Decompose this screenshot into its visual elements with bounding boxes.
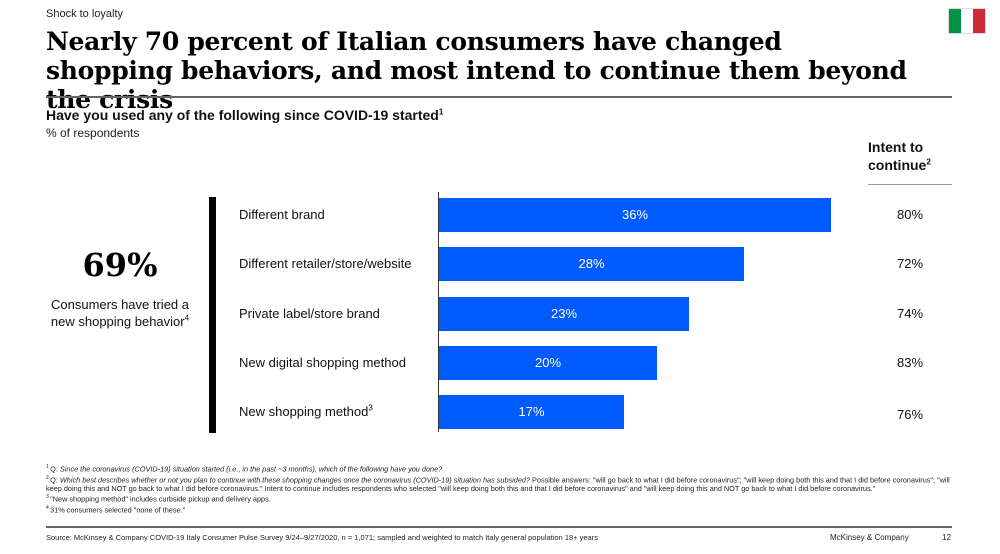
category-label-text: New digital shopping method (239, 355, 406, 370)
footnote-question: Which best describes whether or not you … (59, 475, 531, 485)
bar: 23% (439, 297, 689, 331)
category-label: Different brand (239, 205, 325, 225)
summary-caption-text: Consumers have tried a new shopping beha… (50, 297, 189, 329)
bar-value-label: 23% (550, 306, 578, 321)
bar: 36% (439, 198, 831, 232)
summary-caption: Consumers have tried a new shopping beha… (40, 296, 200, 330)
footnote-text: "New shopping method" includes curbside … (50, 494, 271, 504)
category-label-text: Different brand (239, 207, 325, 222)
footnote-item: 4 31% consumers selected "none of these.… (46, 504, 956, 515)
category-label-text: Different retailer/store/website (239, 256, 412, 271)
category-label: Different retailer/store/website (239, 254, 411, 274)
italy-flag-icon (948, 8, 986, 34)
footnote-item: 3 "New shopping method" includes curbsid… (46, 493, 956, 504)
footnote-item: 1 Q: Since the coronavirus (COVID-19) si… (46, 463, 956, 474)
footnote-prefix: Q: (50, 464, 60, 474)
intent-heading: Intent to continue2 (868, 138, 931, 174)
flag-stripe-green (949, 9, 961, 33)
footnote-number: 1 (46, 464, 51, 470)
intent-value: 74% (896, 306, 924, 321)
summary-divider (209, 197, 216, 433)
footnote-number: 3 (46, 494, 51, 501)
bar-value-label: 17% (518, 404, 545, 419)
flag-stripe-red (973, 9, 985, 33)
category-label: Private label/store brand (239, 304, 380, 324)
footnotes: 1 Q: Since the coronavirus (COVID-19) si… (46, 463, 956, 515)
footnote-text: Possible answers: "will go back to what … (46, 475, 950, 494)
footnote-item: 2 Q: Which best describes whether or not… (46, 474, 956, 494)
summary-caption-footnote: 4 (184, 313, 190, 323)
bar: 17% (439, 395, 624, 429)
footer-divider (46, 526, 952, 528)
intent-heading-footnote: 2 (926, 157, 931, 167)
footnote-number: 2 (46, 474, 51, 481)
bar-value-label: 36% (621, 207, 649, 222)
brand-label: McKinsey & Company (830, 533, 909, 542)
footnote-question: Since the coronavirus (COVID-19) situati… (59, 464, 443, 474)
source-note: Source: McKinsey & Company COVID-19 Ital… (46, 533, 598, 542)
intent-heading-line2: continue (868, 157, 927, 173)
intent-heading-rule (868, 184, 952, 185)
page-number: 12 (942, 533, 951, 542)
bar-value-label: 20% (534, 355, 562, 370)
category-footnote: 3 (368, 403, 373, 413)
intent-value: 83% (896, 355, 924, 370)
flag-stripe-white (961, 9, 973, 33)
chart-axis (438, 192, 439, 432)
chart-title-footnote: 1 (438, 107, 444, 117)
bar: 28% (439, 247, 744, 281)
category-label: New shopping method3 (239, 402, 373, 422)
title-divider (46, 96, 952, 98)
bar-value-label: 28% (578, 256, 605, 271)
footnote-text: 31% consumers selected "none of these." (50, 505, 186, 515)
chart-title-text: Have you used any of the following since… (46, 107, 439, 123)
summary-big-number: 69% (82, 246, 158, 284)
kicker-label: Shock to loyalty (46, 8, 124, 20)
category-label: New digital shopping method (239, 353, 406, 373)
intent-heading-line1: Intent to (868, 139, 924, 155)
chart-unit: % of respondents (46, 126, 140, 140)
page-title: Nearly 70 percent of Italian consumers h… (46, 27, 907, 114)
bar: 20% (439, 346, 657, 380)
footnote-number: 4 (46, 505, 51, 512)
category-label-text: New shopping method (239, 404, 369, 419)
footnote-prefix: Q: (50, 475, 60, 485)
chart-title: Have you used any of the following since… (46, 107, 443, 123)
intent-value: 76% (896, 407, 924, 422)
intent-value: 72% (896, 256, 924, 271)
category-label-text: Private label/store brand (239, 306, 380, 321)
intent-value: 80% (896, 207, 924, 222)
